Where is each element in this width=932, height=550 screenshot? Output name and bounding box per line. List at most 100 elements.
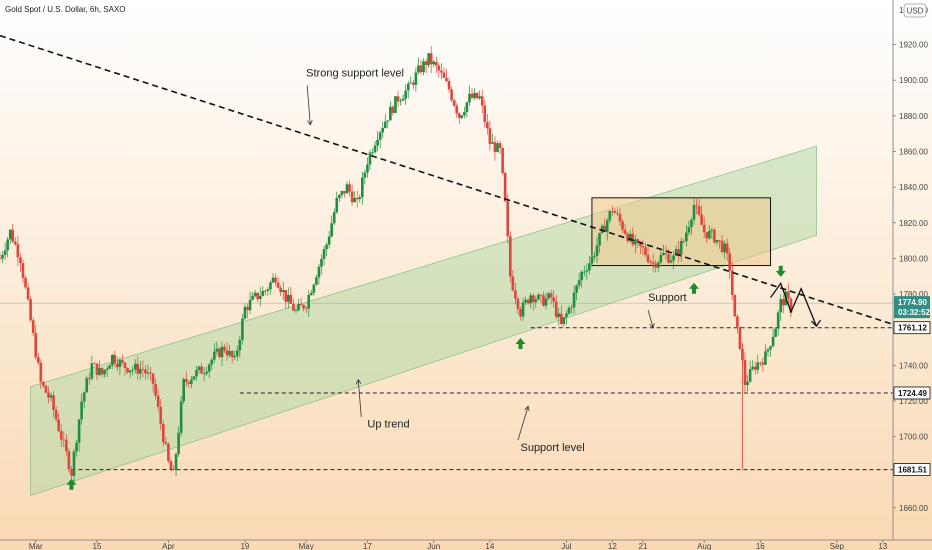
candle-body — [75, 442, 78, 452]
candle-body — [531, 295, 535, 303]
candle-body — [562, 317, 566, 324]
candle-body — [692, 205, 696, 220]
candle-body — [381, 127, 385, 133]
candle-body — [335, 197, 339, 213]
y-tick-label: 1700.00 — [899, 433, 928, 442]
candle-body — [457, 113, 461, 118]
candle-body — [182, 379, 186, 402]
candle-body — [442, 72, 446, 78]
candle-body — [539, 294, 543, 296]
candle-body — [256, 292, 259, 300]
candle-body — [544, 298, 548, 306]
y-tick-label: 1720.00 — [899, 397, 928, 406]
candle-body — [406, 83, 410, 91]
x-tick-label: Jun — [427, 542, 440, 550]
candle-body — [618, 214, 622, 222]
candle-body — [141, 368, 145, 370]
x-tick-label: 17 — [363, 542, 372, 550]
candle-body — [779, 299, 783, 313]
candle-body — [368, 152, 372, 165]
candle-body — [123, 362, 127, 368]
candle-body — [24, 277, 27, 288]
x-tick-label: 15 — [93, 542, 102, 550]
price-tag — [893, 463, 931, 476]
x-tick-label: Aug — [697, 542, 711, 550]
candle-body — [307, 294, 311, 309]
candle-body — [440, 70, 443, 73]
candle-body — [455, 105, 459, 114]
candle-body — [715, 240, 719, 243]
green-down-arrow — [775, 265, 786, 277]
candle-body — [164, 442, 168, 444]
candle-body — [603, 225, 606, 232]
candle-body — [626, 233, 629, 242]
candle-body — [154, 383, 157, 396]
candle-body — [248, 299, 252, 311]
annotation-label: Strong support level — [306, 68, 404, 80]
candle-body — [560, 313, 563, 324]
projection-path — [770, 281, 818, 327]
candle-body — [215, 348, 219, 352]
candle-body — [766, 349, 770, 352]
candle-body — [378, 132, 382, 140]
price-tag-label: 1724.49 — [898, 389, 927, 398]
candle-body — [434, 61, 438, 66]
candles-layer — [0, 45, 793, 485]
candle-body — [641, 245, 645, 248]
candle-body — [417, 65, 420, 73]
candle-body — [0, 258, 2, 260]
candle-body — [664, 253, 668, 255]
candle-body — [639, 241, 642, 246]
candle-body — [695, 205, 698, 207]
candle-body — [662, 253, 665, 256]
candle-body — [575, 285, 578, 293]
candle-body — [243, 306, 247, 319]
x-tick-label: May — [299, 542, 314, 550]
candle-body — [470, 93, 474, 99]
candle-body — [753, 366, 757, 370]
candle-body — [1, 254, 4, 259]
candle-body — [486, 122, 489, 129]
annotation-pointer — [647, 309, 654, 329]
candle-body — [144, 369, 147, 374]
x-tick-label: Mar — [29, 542, 43, 550]
candle-body — [327, 236, 331, 245]
candle-body — [478, 96, 481, 99]
candle-body — [498, 143, 502, 148]
candle-body — [534, 299, 538, 303]
currency-badge[interactable]: USD — [903, 3, 927, 18]
candle-body — [649, 261, 652, 263]
candle-body — [600, 225, 604, 233]
candle-body — [151, 373, 155, 384]
candle-body — [350, 191, 354, 203]
candle-body — [514, 290, 517, 299]
candle-body — [271, 277, 275, 283]
candle-body — [628, 233, 632, 242]
candle-body — [65, 439, 68, 452]
candle-body — [761, 362, 765, 365]
candle-body — [746, 381, 749, 386]
candle-body — [16, 244, 20, 258]
candle-body — [570, 307, 573, 309]
x-tick-label: Apr — [162, 542, 175, 550]
candle-body — [669, 260, 673, 263]
candle-body — [789, 298, 793, 313]
candle-body — [659, 255, 663, 263]
annotation-pointer-head — [524, 405, 530, 412]
candle-body — [636, 239, 640, 242]
annotation-pointer — [517, 406, 529, 441]
candle-body — [774, 328, 777, 337]
candle-body — [679, 241, 683, 255]
candle-body — [88, 378, 91, 380]
candle-body — [169, 461, 173, 470]
candle-body — [404, 90, 407, 99]
candle-body — [598, 232, 601, 246]
candle-body — [39, 362, 43, 382]
candle-body — [167, 443, 170, 462]
annotation-label: Support — [648, 292, 687, 304]
candle-body — [427, 53, 430, 66]
candle-body — [118, 360, 122, 368]
candle-body — [121, 360, 124, 363]
candle-body — [287, 295, 290, 302]
